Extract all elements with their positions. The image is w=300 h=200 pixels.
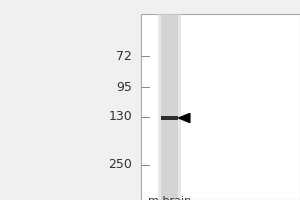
Bar [161, 14, 178, 200]
Polygon shape [178, 113, 190, 123]
Text: 130: 130 [108, 110, 132, 123]
Bar [161, 116, 178, 120]
Bar [158, 14, 181, 200]
Text: m.brain: m.brain [148, 196, 191, 200]
Text: 250: 250 [108, 158, 132, 171]
Text: 95: 95 [116, 81, 132, 94]
Bar [141, 14, 300, 200]
Text: 72: 72 [116, 49, 132, 62]
